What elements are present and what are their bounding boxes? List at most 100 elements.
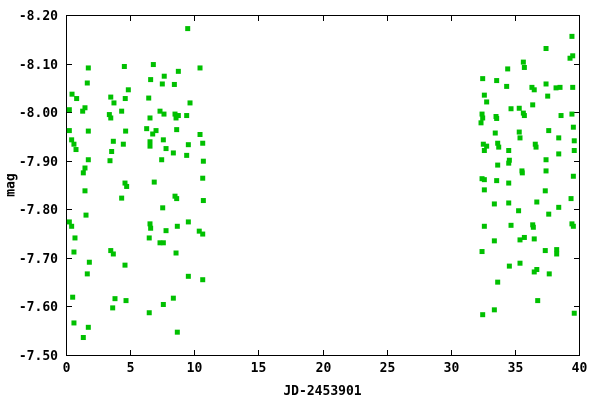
data-point (534, 199, 540, 205)
data-point (111, 100, 117, 106)
data-point (521, 234, 527, 240)
data-point (557, 84, 563, 90)
data-point (66, 128, 72, 134)
data-point (494, 178, 500, 184)
data-point (69, 223, 75, 229)
data-point (163, 146, 169, 152)
data-point (535, 298, 541, 304)
data-point (147, 143, 153, 149)
data-point (160, 205, 166, 211)
data-point (478, 120, 484, 126)
x-tick-label: 25 (380, 361, 396, 376)
data-point (554, 251, 560, 257)
y-axis-title: mag (3, 173, 19, 197)
data-point (185, 273, 191, 279)
data-point (109, 148, 115, 154)
data-point (71, 249, 77, 255)
data-point (85, 157, 91, 163)
data-point (504, 83, 510, 89)
data-point (148, 77, 154, 83)
data-point (86, 259, 92, 265)
data-point (568, 196, 574, 202)
data-point (553, 85, 559, 91)
data-point (495, 162, 501, 168)
data-point (170, 295, 176, 301)
data-point (157, 240, 163, 246)
data-point (567, 55, 573, 61)
data-point (122, 262, 128, 268)
data-point (479, 249, 485, 255)
data-point (122, 96, 128, 102)
data-point (517, 237, 523, 243)
data-point (543, 157, 549, 163)
data-point (531, 87, 537, 93)
data-point (146, 310, 152, 316)
data-point (146, 95, 152, 101)
data-point (545, 93, 551, 99)
data-point (70, 294, 76, 300)
data-point (506, 200, 512, 206)
x-tick-label: 15 (251, 361, 267, 376)
data-point (554, 247, 560, 253)
data-point (185, 219, 191, 225)
data-point (125, 87, 131, 93)
data-point (546, 128, 552, 134)
data-point (147, 115, 153, 121)
data-point (481, 187, 487, 193)
data-point (72, 235, 78, 241)
data-point (517, 260, 523, 266)
data-point (530, 224, 536, 230)
data-point (492, 130, 498, 136)
data-point (112, 296, 118, 302)
data-point (495, 279, 501, 285)
plot-border (66, 15, 580, 356)
data-point (160, 240, 166, 246)
data-point (556, 151, 562, 157)
data-point (84, 271, 90, 277)
data-point (148, 225, 154, 231)
data-point (542, 188, 548, 194)
data-point (481, 148, 487, 154)
data-point (120, 141, 126, 147)
data-point (479, 111, 485, 117)
data-point (519, 170, 525, 176)
data-point (144, 126, 150, 132)
y-tick-label: -7.50 (19, 349, 58, 364)
data-point (82, 188, 88, 194)
data-point (506, 160, 512, 166)
data-point (491, 238, 497, 244)
data-point (531, 269, 537, 275)
x-tick-label: 0 (63, 361, 71, 376)
data-point (74, 96, 80, 102)
data-point (119, 108, 125, 114)
data-point (505, 66, 511, 72)
data-point (570, 84, 576, 90)
data-point (185, 26, 191, 32)
data-point (185, 142, 191, 148)
data-point (121, 63, 127, 69)
data-point (171, 81, 177, 87)
data-point (147, 139, 153, 145)
data-point (517, 135, 523, 141)
data-point (542, 248, 548, 254)
data-point (159, 81, 165, 87)
data-point (110, 251, 116, 257)
data-point (534, 267, 540, 273)
data-point (570, 173, 576, 179)
data-point (569, 111, 575, 117)
y-tick-label: -7.70 (19, 252, 58, 267)
data-point (543, 168, 549, 174)
x-tick-label: 5 (127, 361, 135, 376)
y-tick-label: -7.90 (19, 155, 58, 170)
data-point (69, 91, 75, 97)
data-point (506, 148, 512, 154)
data-point (480, 115, 486, 121)
data-point (200, 140, 206, 146)
data-point (543, 81, 549, 87)
data-point (108, 115, 114, 121)
y-tick-label: -8.20 (19, 9, 58, 24)
data-point (571, 310, 577, 316)
data-point (496, 144, 502, 150)
